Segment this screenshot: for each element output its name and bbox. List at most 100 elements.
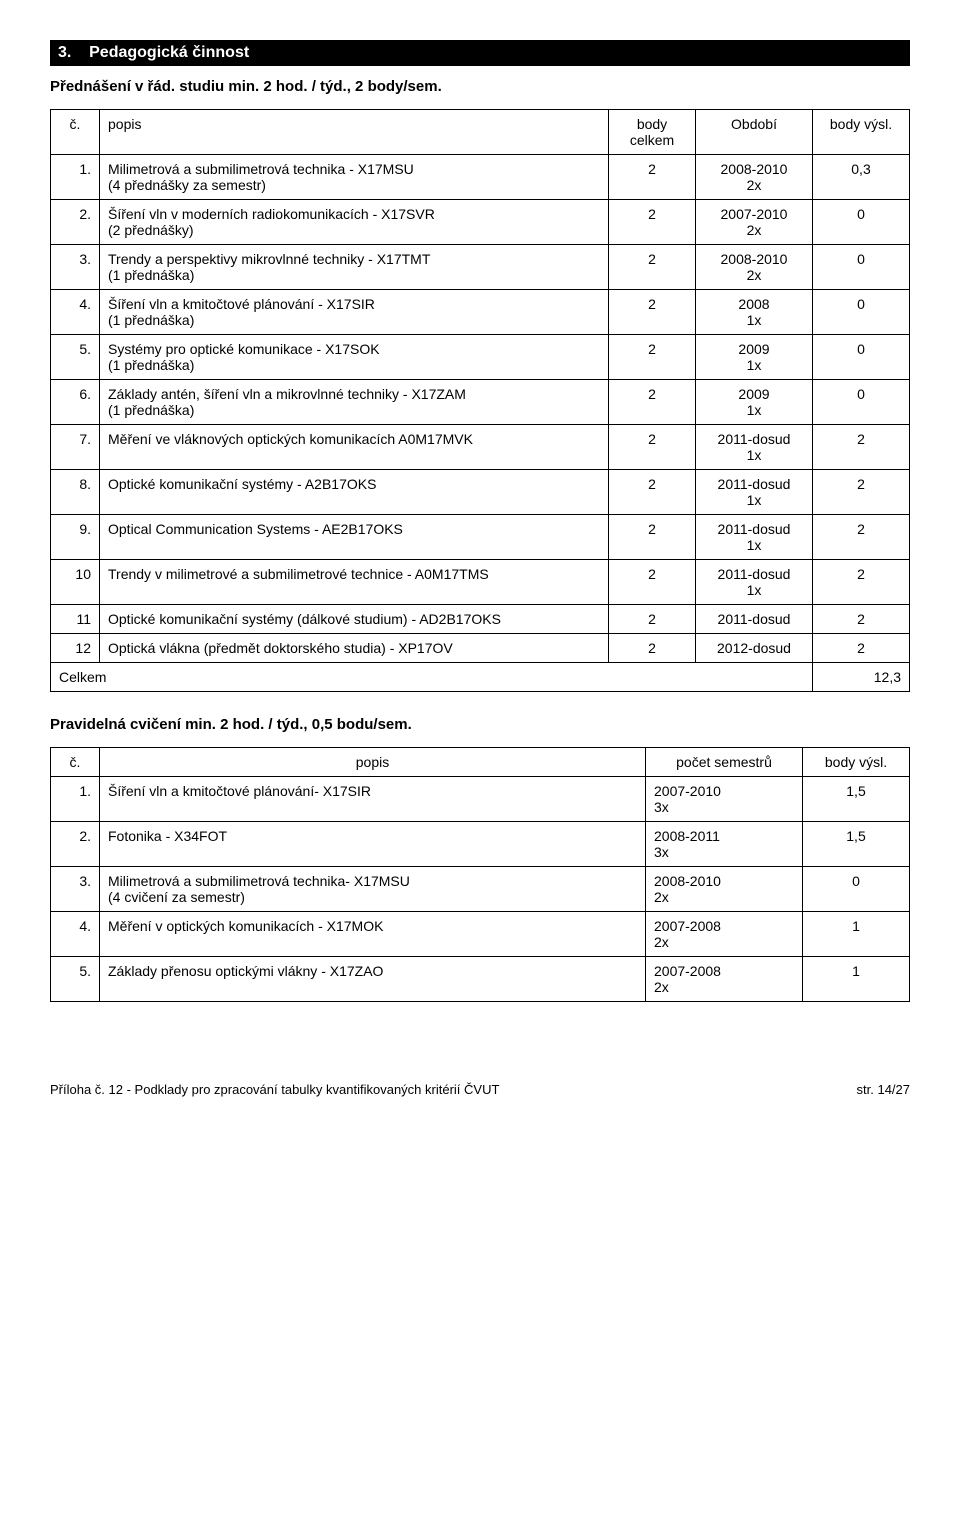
row-number: 4. — [51, 290, 100, 335]
row-obdobi: 2009 1x — [696, 335, 813, 380]
row-vysl: 0 — [813, 200, 910, 245]
row-desc: Optické komunikační systémy - A2B17OKS — [100, 470, 609, 515]
row-body: 2 — [609, 290, 696, 335]
row-semestru: 2008-2010 2x — [646, 867, 803, 912]
row-vysl: 1 — [803, 912, 910, 957]
row-obdobi: 2007-2010 2x — [696, 200, 813, 245]
section-header: 3. Pedagogická činnost — [50, 40, 910, 66]
row-obdobi: 2008-2010 2x — [696, 155, 813, 200]
row-number: 5. — [51, 957, 100, 1002]
row-desc: Optické komunikační systémy (dálkové stu… — [100, 605, 609, 634]
row-desc: Měření v optických komunikacích - X17MOK — [100, 912, 646, 957]
table-header-row: č. popis počet semestrů body výsl. — [51, 748, 910, 777]
table-row: 1.Milimetrová a submilimetrová technika … — [51, 155, 910, 200]
total-value: 12,3 — [813, 663, 910, 692]
row-vysl: 0 — [813, 290, 910, 335]
col-obdobi: Období — [696, 110, 813, 155]
row-semestru: 2007-2010 3x — [646, 777, 803, 822]
col-body-vysl: body výsl. — [803, 748, 910, 777]
footer-right: str. 14/27 — [857, 1082, 910, 1097]
row-vysl: 0,3 — [813, 155, 910, 200]
row-number: 11 — [51, 605, 100, 634]
row-body: 2 — [609, 425, 696, 470]
row-number: 4. — [51, 912, 100, 957]
row-vysl: 0 — [813, 245, 910, 290]
row-obdobi: 2011-dosud — [696, 605, 813, 634]
row-desc: Milimetrová a submilimetrová technika- X… — [100, 867, 646, 912]
row-number: 7. — [51, 425, 100, 470]
row-obdobi: 2011-dosud 1x — [696, 560, 813, 605]
table-row: 6.Základy antén, šíření vln a mikrovlnné… — [51, 380, 910, 425]
row-desc: Milimetrová a submilimetrová technika - … — [100, 155, 609, 200]
row-number: 9. — [51, 515, 100, 560]
row-vysl: 0 — [803, 867, 910, 912]
row-desc: Základy přenosu optickými vlákny - X17ZA… — [100, 957, 646, 1002]
row-number: 8. — [51, 470, 100, 515]
subhead-prednaseni: Přednášení v řád. studiu min. 2 hod. / t… — [50, 78, 910, 95]
table-row: 9.Optical Communication Systems - AE2B17… — [51, 515, 910, 560]
row-obdobi: 2011-dosud 1x — [696, 470, 813, 515]
row-semestru: 2008-2011 3x — [646, 822, 803, 867]
row-number: 3. — [51, 867, 100, 912]
col-body-vysl: body výsl. — [813, 110, 910, 155]
row-body: 2 — [609, 515, 696, 560]
row-number: 6. — [51, 380, 100, 425]
row-semestru: 2007-2008 2x — [646, 912, 803, 957]
row-body: 2 — [609, 605, 696, 634]
row-vysl: 1,5 — [803, 822, 910, 867]
table-row: 4.Šíření vln a kmitočtové plánování - X1… — [51, 290, 910, 335]
row-vysl: 2 — [813, 605, 910, 634]
table-row: 3.Milimetrová a submilimetrová technika-… — [51, 867, 910, 912]
row-vysl: 2 — [813, 515, 910, 560]
section-title: Pedagogická činnost — [89, 44, 249, 61]
row-body: 2 — [609, 634, 696, 663]
col-popis: popis — [100, 110, 609, 155]
col-body-celkem: body celkem — [609, 110, 696, 155]
row-number: 10 — [51, 560, 100, 605]
col-pocet-semestru: počet semestrů — [646, 748, 803, 777]
row-desc: Systémy pro optické komunikace - X17SOK … — [100, 335, 609, 380]
row-body: 2 — [609, 470, 696, 515]
col-cislo: č. — [51, 748, 100, 777]
table-cviceni: č. popis počet semestrů body výsl. 1.Šíř… — [50, 747, 910, 1002]
table-row: 5.Systémy pro optické komunikace - X17SO… — [51, 335, 910, 380]
row-vysl: 2 — [813, 470, 910, 515]
section-number: 3. — [58, 44, 71, 61]
table-row: 12Optická vlákna (předmět doktorského st… — [51, 634, 910, 663]
row-number: 2. — [51, 200, 100, 245]
row-desc: Šíření vln a kmitočtové plánování- X17SI… — [100, 777, 646, 822]
table-row: 11Optické komunikační systémy (dálkové s… — [51, 605, 910, 634]
table-row: 1.Šíření vln a kmitočtové plánování- X17… — [51, 777, 910, 822]
table-row: 7.Měření ve vláknových optických komunik… — [51, 425, 910, 470]
table-row: 8.Optické komunikační systémy - A2B17OKS… — [51, 470, 910, 515]
table-row: 2.Fotonika - X34FOT2008-2011 3x1,5 — [51, 822, 910, 867]
table-row: 10Trendy v milimetrové a submilimetrové … — [51, 560, 910, 605]
row-desc: Šíření vln a kmitočtové plánování - X17S… — [100, 290, 609, 335]
row-obdobi: 2011-dosud 1x — [696, 425, 813, 470]
table-row: 4.Měření v optických komunikacích - X17M… — [51, 912, 910, 957]
row-desc: Trendy a perspektivy mikrovlnné techniky… — [100, 245, 609, 290]
row-vysl: 0 — [813, 380, 910, 425]
col-cislo: č. — [51, 110, 100, 155]
table-prednaseni: č. popis body celkem Období body výsl. 1… — [50, 109, 910, 692]
row-obdobi: 2011-dosud 1x — [696, 515, 813, 560]
row-vysl: 2 — [813, 425, 910, 470]
row-vysl: 2 — [813, 560, 910, 605]
row-obdobi: 2008 1x — [696, 290, 813, 335]
row-number: 2. — [51, 822, 100, 867]
row-desc: Měření ve vláknových optických komunikac… — [100, 425, 609, 470]
row-number: 1. — [51, 155, 100, 200]
table-row: 3.Trendy a perspektivy mikrovlnné techni… — [51, 245, 910, 290]
row-vysl: 2 — [813, 634, 910, 663]
row-obdobi: 2009 1x — [696, 380, 813, 425]
total-label: Celkem — [51, 663, 813, 692]
row-desc: Šíření vln v moderních radiokomunikacích… — [100, 200, 609, 245]
row-vysl: 1,5 — [803, 777, 910, 822]
col-popis: popis — [100, 748, 646, 777]
row-body: 2 — [609, 245, 696, 290]
table-row: 5.Základy přenosu optickými vlákny - X17… — [51, 957, 910, 1002]
row-number: 3. — [51, 245, 100, 290]
row-vysl: 1 — [803, 957, 910, 1002]
row-number: 1. — [51, 777, 100, 822]
row-desc: Trendy v milimetrové a submilimetrové te… — [100, 560, 609, 605]
